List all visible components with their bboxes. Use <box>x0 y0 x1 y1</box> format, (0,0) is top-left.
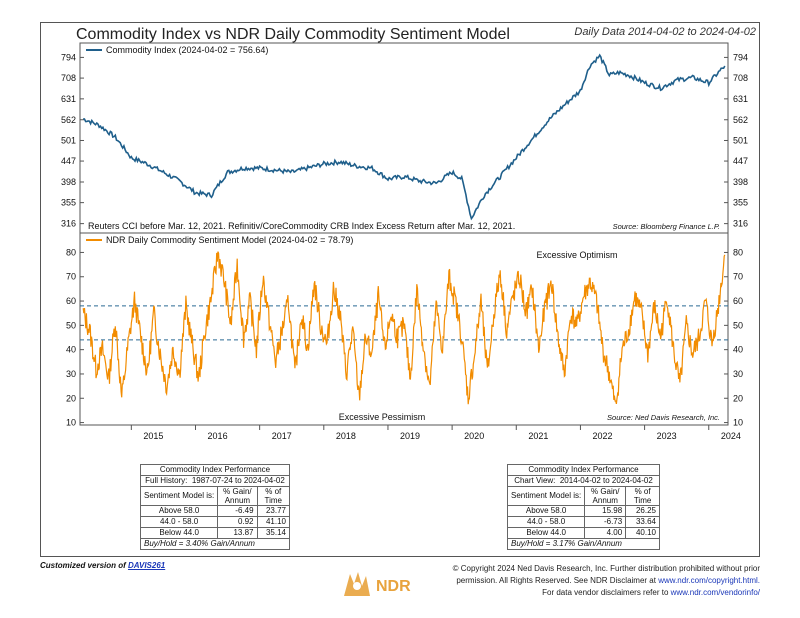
table-title: Commodity Index Performance <box>140 464 290 476</box>
y-tick-label-right: 316 <box>733 219 748 229</box>
sentiment-model-line <box>82 251 726 405</box>
y-tick-label-left: 50 <box>66 320 76 330</box>
table-row: Below 44.0 4.00 40.10 <box>506 527 660 539</box>
table-title: Commodity Index Performance <box>507 464 660 476</box>
chart-title: Commodity Index vs NDR Daily Commodity S… <box>76 26 510 43</box>
commodity-index-line <box>83 53 726 221</box>
ndr-logo: NDR <box>344 572 411 596</box>
bull-bear-icon <box>344 572 370 596</box>
table-row: Above 58.0 -6.49 23.77 <box>139 505 291 517</box>
buyhold: Buy/Hold = 3.17% Gain/Annum <box>507 538 660 550</box>
customized-version-note: Customized version of DAVIS261 <box>40 561 166 570</box>
y-tick-label-left: 562 <box>61 115 76 125</box>
x-tick-label: 2020 <box>464 431 484 441</box>
bottom-source: Source: Ned Davis Research, Inc. <box>607 413 720 422</box>
y-tick-label-left: 10 <box>66 418 76 428</box>
performance-table-full-history: Commodity Index Performance Full History… <box>139 464 291 550</box>
x-tick-label: 2021 <box>528 431 548 441</box>
x-tick-label: 2023 <box>657 431 677 441</box>
y-tick-label-right: 10 <box>733 418 743 428</box>
y-tick-label-right: 447 <box>733 156 748 166</box>
vendorinfo-link[interactable]: www.ndr.com/vendorinfo/ <box>670 588 760 597</box>
y-tick-label-left: 447 <box>61 156 76 166</box>
chart-frame <box>40 22 760 557</box>
table-row: Below 44.0 13.87 35.14 <box>139 527 291 539</box>
table-row: Above 58.0 15.98 26.25 <box>506 505 660 517</box>
y-tick-label-left: 70 <box>66 272 76 282</box>
chart-subtitle: Daily Data 2014-04-02 to 2024-04-02 <box>574 26 756 38</box>
col-gain-header: % Gain/ Annum <box>217 486 258 506</box>
x-tick-label: 2015 <box>143 431 163 441</box>
y-tick-label-right: 631 <box>733 94 748 104</box>
col-label: Sentiment Model is: <box>139 486 219 506</box>
table-range: Chart View: 2014-04-02 to 2024-04-02 <box>507 475 660 487</box>
x-tick-label: 2024 <box>721 431 741 441</box>
x-tick-label: 2016 <box>208 431 228 441</box>
x-tick-label: 2019 <box>400 431 420 441</box>
y-tick-label-right: 562 <box>733 115 748 125</box>
y-tick-label-left: 398 <box>61 177 76 187</box>
davis-link[interactable]: DAVIS261 <box>128 561 166 570</box>
y-tick-label-left: 708 <box>61 73 76 83</box>
y-tick-label-right: 20 <box>733 393 743 403</box>
col-label: Sentiment Model is: <box>506 486 586 506</box>
excessive-optimism-label: Excessive Optimism <box>536 250 617 260</box>
buyhold: Buy/Hold = 3.40% Gain/Annum <box>140 538 290 550</box>
col-gain-header: % Gain/ Annum <box>584 486 627 506</box>
col-time-header: % of Time <box>256 486 291 506</box>
y-tick-label-right: 40 <box>733 345 743 355</box>
table-row: 44.0 - 58.0 0.92 41.10 <box>139 516 291 528</box>
y-tick-label-right: 80 <box>733 247 743 257</box>
top-panel <box>79 42 729 234</box>
y-tick-label-left: 80 <box>66 247 76 257</box>
y-tick-label-left: 20 <box>66 393 76 403</box>
y-tick-label-right: 50 <box>733 320 743 330</box>
y-tick-label-left: 316 <box>61 219 76 229</box>
y-tick-label-right: 30 <box>733 369 743 379</box>
y-tick-label-right: 708 <box>733 73 748 83</box>
x-tick-label: 2018 <box>336 431 356 441</box>
col-time-header: % of Time <box>625 486 660 506</box>
y-tick-label-left: 40 <box>66 345 76 355</box>
copyright-link[interactable]: www.ndr.com/copyright.html. <box>658 576 760 585</box>
x-tick-label: 2022 <box>592 431 612 441</box>
y-tick-label-left: 501 <box>61 135 76 145</box>
top-legend-label: Commodity Index (2024-04-02 = 756.64) <box>106 45 268 55</box>
top-note: Reuters CCI before Mar. 12, 2021. Refini… <box>88 221 515 231</box>
y-tick-label-left: 794 <box>61 52 76 62</box>
y-tick-label-left: 355 <box>61 198 76 208</box>
y-tick-label-right: 501 <box>733 135 748 145</box>
y-tick-label-right: 60 <box>733 296 743 306</box>
table-range: Full History: 1987-07-24 to 2024-04-02 <box>140 475 290 487</box>
y-tick-label-left: 60 <box>66 296 76 306</box>
performance-table-chart-view: Commodity Index Performance Chart View: … <box>506 464 660 550</box>
y-tick-label-right: 398 <box>733 177 748 187</box>
table-row: 44.0 - 58.0 -6.73 33.64 <box>506 516 660 528</box>
y-tick-label-right: 794 <box>733 52 748 62</box>
top-source: Source: Bloomberg Finance L.P. <box>613 222 720 231</box>
excessive-pessimism-label: Excessive Pessimism <box>339 412 426 422</box>
copyright-block: © Copyright 2024 Ned Davis Research, Inc… <box>452 564 760 597</box>
y-tick-label-right: 70 <box>733 272 743 282</box>
logo-text: NDR <box>376 578 411 595</box>
y-tick-label-left: 30 <box>66 369 76 379</box>
x-tick-label: 2017 <box>272 431 292 441</box>
bottom-legend-label: NDR Daily Commodity Sentiment Model (202… <box>106 235 353 245</box>
bottom-panel <box>79 232 729 426</box>
y-tick-label-right: 355 <box>733 198 748 208</box>
y-tick-label-left: 631 <box>61 94 76 104</box>
